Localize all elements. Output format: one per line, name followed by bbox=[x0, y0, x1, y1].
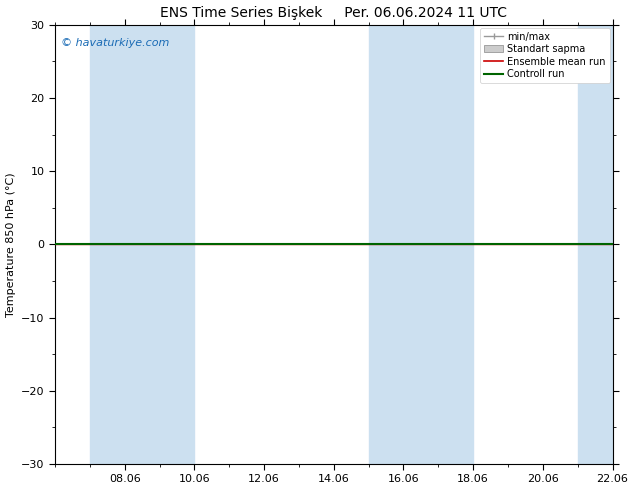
Legend: min/max, Standart sapma, Ensemble mean run, Controll run: min/max, Standart sapma, Ensemble mean r… bbox=[480, 28, 609, 83]
Title: ENS Time Series Bişkek     Per. 06.06.2024 11 UTC: ENS Time Series Bişkek Per. 06.06.2024 1… bbox=[160, 5, 507, 20]
Bar bbox=[578, 25, 612, 464]
Bar bbox=[160, 25, 195, 464]
Bar bbox=[90, 25, 160, 464]
Bar bbox=[368, 25, 438, 464]
Bar bbox=[438, 25, 473, 464]
Y-axis label: Temperature 850 hPa (°C): Temperature 850 hPa (°C) bbox=[6, 172, 16, 317]
Text: © havaturkiye.com: © havaturkiye.com bbox=[61, 38, 169, 48]
